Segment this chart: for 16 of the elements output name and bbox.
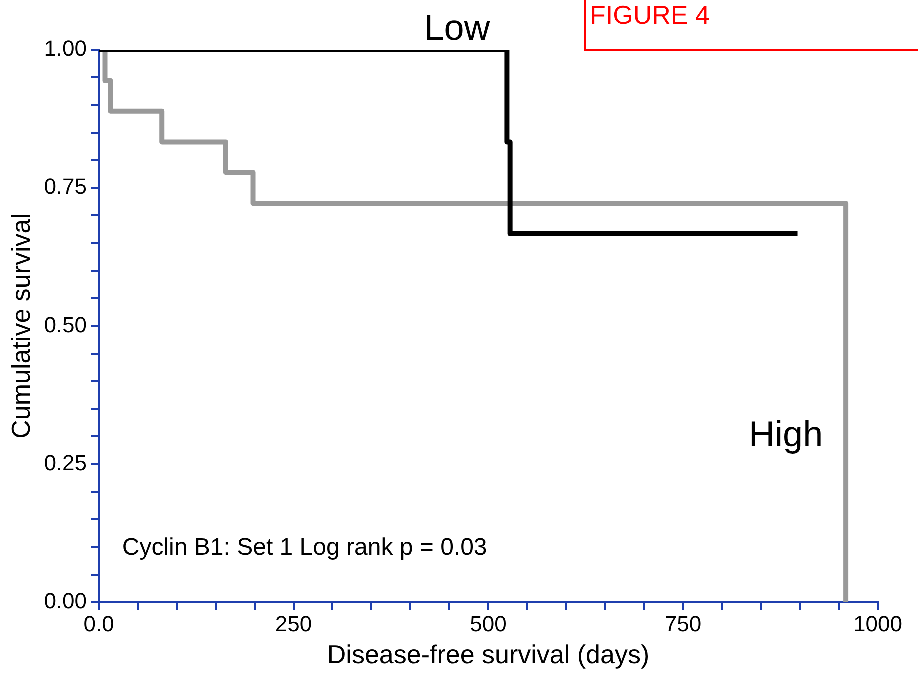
- y-tick-label: 0.50: [44, 312, 88, 338]
- series-label: Low: [424, 7, 492, 48]
- y-tick-label: 0.00: [44, 588, 88, 614]
- y-tick-label: 0.25: [44, 450, 88, 476]
- x-tick-label: 250: [275, 612, 312, 637]
- annotation: Cyclin B1: Set 1 Log rank p = 0.03: [122, 534, 488, 562]
- x-tick-label: 500: [470, 612, 507, 637]
- x-axis-title: Disease-free survival (days): [327, 640, 650, 670]
- y-tick-label: 0.75: [44, 174, 88, 200]
- y-tick-label: 1.00: [44, 36, 88, 62]
- caption: FIGURE 4: [590, 0, 710, 30]
- x-tick-label: 750: [664, 612, 702, 637]
- x-tick-label: 1000: [854, 612, 902, 637]
- x-tick-label: 0.0: [84, 612, 114, 637]
- series-label: High: [749, 414, 824, 455]
- y-axis-title: Cumulative survival: [6, 213, 36, 439]
